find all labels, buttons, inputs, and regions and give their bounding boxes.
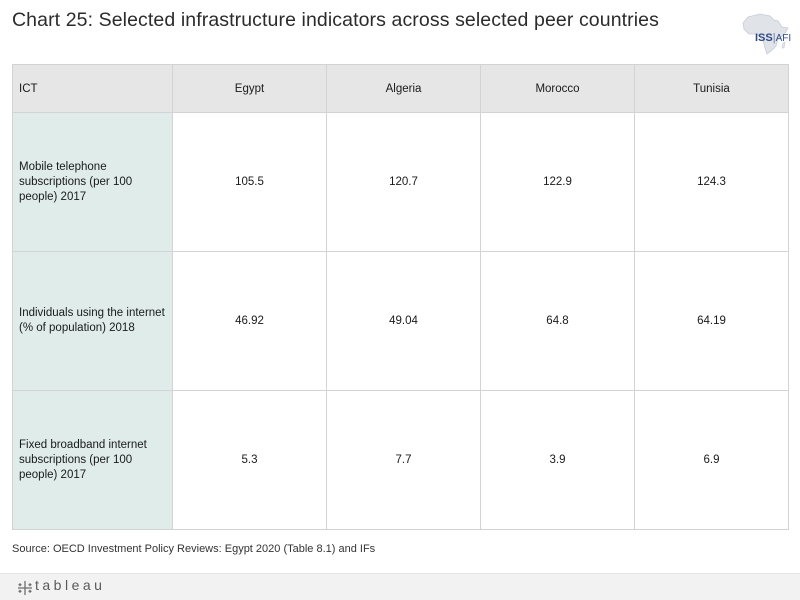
table-cell: 46.92	[172, 251, 327, 391]
iss-africa-logo: ISS|AFI	[755, 32, 792, 44]
row-label-internet-users: Individuals using the internet (% of pop…	[12, 251, 173, 391]
table-cell: 64.19	[634, 251, 789, 391]
table-row: Mobile telephone subscriptions (per 100 …	[12, 112, 789, 252]
row-label-mobile-subscriptions: Mobile telephone subscriptions (per 100 …	[12, 112, 173, 252]
row-header-title: ICT	[12, 64, 173, 113]
table-cell: 64.8	[480, 251, 635, 391]
row-label-fixed-broadband: Fixed broadband internet subscriptions (…	[12, 390, 173, 530]
table-cell: 5.3	[172, 390, 327, 530]
table-row: Fixed broadband internet subscriptions (…	[12, 390, 789, 530]
table-header-row: ICT Egypt Algeria Morocco Tunisia	[12, 64, 789, 113]
table-row: Individuals using the internet (% of pop…	[12, 251, 789, 391]
tableau-wordmark[interactable]: tableau	[35, 577, 106, 593]
column-header-algeria: Algeria	[326, 64, 481, 113]
tableau-logo-icon[interactable]	[17, 580, 33, 596]
table-cell: 3.9	[480, 390, 635, 530]
column-header-tunisia: Tunisia	[634, 64, 789, 113]
table-cell: 6.9	[634, 390, 789, 530]
table-cell: 7.7	[326, 390, 481, 530]
table-cell: 122.9	[480, 112, 635, 252]
source-note: Source: OECD Investment Policy Reviews: …	[12, 543, 376, 555]
africa-map-logo-icon	[742, 13, 789, 55]
table-cell: 120.7	[326, 112, 481, 252]
chart-title: Chart 25: Selected infrastructure indica…	[12, 9, 659, 31]
tableau-footer: tableau	[0, 573, 800, 600]
ict-indicators-table: ICT Egypt Algeria Morocco Tunisia Mobile…	[12, 64, 789, 530]
table-cell: 105.5	[172, 112, 327, 252]
column-header-egypt: Egypt	[172, 64, 327, 113]
column-header-morocco: Morocco	[480, 64, 635, 113]
table-cell: 124.3	[634, 112, 789, 252]
table-cell: 49.04	[326, 251, 481, 391]
